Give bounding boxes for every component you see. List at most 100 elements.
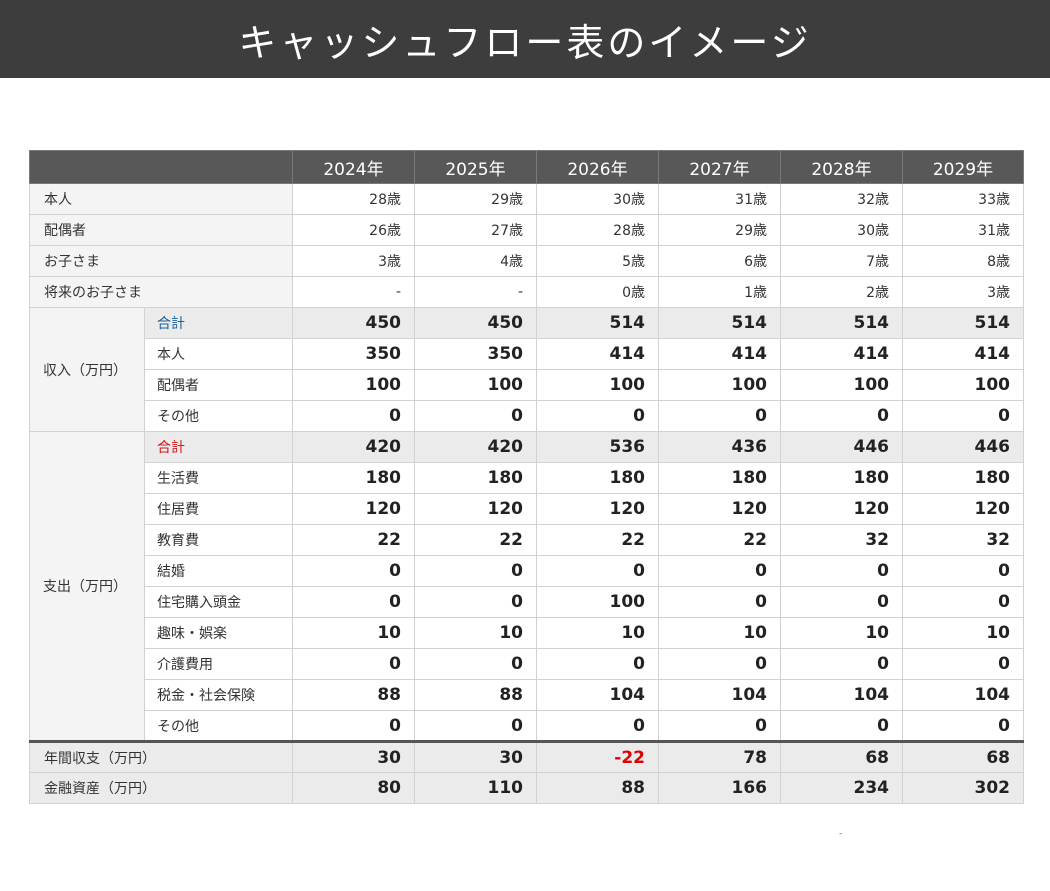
value-cell: 100 — [414, 369, 537, 401]
value-cell: 88 — [292, 679, 415, 711]
row-label: その他 — [144, 400, 293, 432]
income-row: 収入（万円） 合計 450 450 514 514 514 514 — [29, 307, 1024, 432]
year-header: 2026年 — [536, 150, 659, 184]
value-cell: 234 — [780, 772, 903, 804]
value-cell: 10 — [536, 617, 659, 649]
value-cell: 180 — [658, 462, 781, 494]
value-cell: 68 — [902, 740, 1024, 773]
year-header: 2029年 — [902, 150, 1024, 184]
age-cell: 27歳 — [414, 214, 537, 246]
age-cell: - — [414, 276, 537, 308]
value-cell: 10 — [658, 617, 781, 649]
year-header: 2027年 — [658, 150, 781, 184]
value-cell: 514 — [536, 307, 659, 339]
value-cell: 450 — [292, 307, 415, 339]
age-cell: 31歳 — [902, 214, 1024, 246]
value-cell: 414 — [658, 338, 781, 370]
value-cell: 10 — [414, 617, 537, 649]
cash-flow-table: 2024年 2025年 2026年 2027年 2028年 2029年 本人 28… — [29, 150, 1024, 804]
value-cell: 120 — [414, 493, 537, 525]
value-cell: -22 — [536, 740, 659, 773]
value-cell: 78 — [658, 740, 781, 773]
footer-mark: - — [839, 829, 843, 839]
age-cell: 1歳 — [658, 276, 781, 308]
row-label: 将来のお子さま — [29, 276, 293, 308]
row-label: 金融資産（万円） — [29, 772, 293, 804]
value-cell: 166 — [658, 772, 781, 804]
expense-row: 結婚 0 0 0 0 0 0 — [30, 555, 1024, 587]
value-cell: 104 — [902, 679, 1024, 711]
income-row: その他 0 0 0 0 0 0 — [30, 400, 1024, 432]
row-label: 住宅購入頭金 — [144, 586, 293, 618]
value-cell: 110 — [414, 772, 537, 804]
value-cell: 0 — [414, 648, 537, 680]
value-cell: 120 — [292, 493, 415, 525]
value-cell: 120 — [902, 493, 1024, 525]
value-cell: 100 — [902, 369, 1024, 401]
value-cell: 0 — [292, 710, 415, 742]
value-cell: 446 — [780, 431, 903, 463]
income-group-label: 収入（万円） — [29, 307, 145, 432]
value-cell: 414 — [780, 338, 903, 370]
value-cell: 0 — [658, 648, 781, 680]
value-cell: 80 — [292, 772, 415, 804]
expense-row: 生活費 180 180 180 180 180 180 — [30, 462, 1024, 494]
expense-row: 介護費用 0 0 0 0 0 0 — [30, 648, 1024, 680]
row-label: 教育費 — [144, 524, 293, 556]
value-cell: 180 — [536, 462, 659, 494]
age-row: 将来のお子さま - -0歳 1歳 2歳 3歳 — [29, 276, 1024, 308]
value-cell: 0 — [292, 648, 415, 680]
age-cell: 33歳 — [902, 183, 1024, 215]
value-cell: 30 — [292, 740, 415, 773]
age-cell: 0歳 — [536, 276, 659, 308]
value-cell: 436 — [658, 431, 781, 463]
year-header: 2024年 — [292, 150, 415, 184]
age-cell: 4歳 — [414, 245, 537, 277]
value-cell: 10 — [292, 617, 415, 649]
page-title: キャッシュフロー表のイメージ — [0, 0, 1050, 78]
age-row: 配偶者 26歳 27歳 28歳 29歳 30歳 31歳 — [29, 214, 1024, 246]
value-cell: 446 — [902, 431, 1024, 463]
value-cell: 0 — [780, 648, 903, 680]
value-cell: 120 — [536, 493, 659, 525]
value-cell: 0 — [658, 400, 781, 432]
row-label: 税金・社会保険 — [144, 679, 293, 711]
age-cell: 6歳 — [658, 245, 781, 277]
value-cell: 30 — [414, 740, 537, 773]
value-cell: 414 — [902, 338, 1024, 370]
value-cell: 0 — [414, 400, 537, 432]
age-cell: 3歳 — [902, 276, 1024, 308]
assets-row: 金融資産（万円） 80 110 88 166 234 302 — [29, 772, 1024, 804]
row-label: 趣味・娯楽 — [144, 617, 293, 649]
value-cell: 22 — [536, 524, 659, 556]
row-label: 合計 — [144, 431, 293, 463]
value-cell: 0 — [902, 400, 1024, 432]
row-label: その他 — [144, 710, 293, 742]
value-cell: 0 — [902, 555, 1024, 587]
row-label: 合計 — [144, 307, 293, 339]
value-cell: 104 — [658, 679, 781, 711]
value-cell: 100 — [658, 369, 781, 401]
value-cell: 120 — [780, 493, 903, 525]
value-cell: 100 — [536, 369, 659, 401]
expense-row: 趣味・娯楽 10 10 10 10 10 10 — [30, 617, 1024, 649]
value-cell: 0 — [902, 586, 1024, 618]
value-cell: 100 — [536, 586, 659, 618]
value-cell: 0 — [902, 710, 1024, 742]
year-header: 2025年 — [414, 150, 537, 184]
age-row: お子さま 3歳 4歳 5歳 6歳 7歳 8歳 — [29, 245, 1024, 277]
age-cell: 28歳 — [536, 214, 659, 246]
expense-group-label: 支出（万円） — [29, 431, 145, 742]
value-cell: 22 — [658, 524, 781, 556]
row-label: 住居費 — [144, 493, 293, 525]
value-cell: 0 — [780, 400, 903, 432]
age-cell: 28歳 — [292, 183, 415, 215]
row-label: 結婚 — [144, 555, 293, 587]
value-cell: 104 — [536, 679, 659, 711]
age-cell: 30歳 — [780, 214, 903, 246]
value-cell: 22 — [414, 524, 537, 556]
value-cell: 514 — [780, 307, 903, 339]
year-header-row: 2024年 2025年 2026年 2027年 2028年 2029年 — [29, 150, 1024, 184]
row-label: お子さま — [29, 245, 293, 277]
value-cell: 0 — [414, 586, 537, 618]
